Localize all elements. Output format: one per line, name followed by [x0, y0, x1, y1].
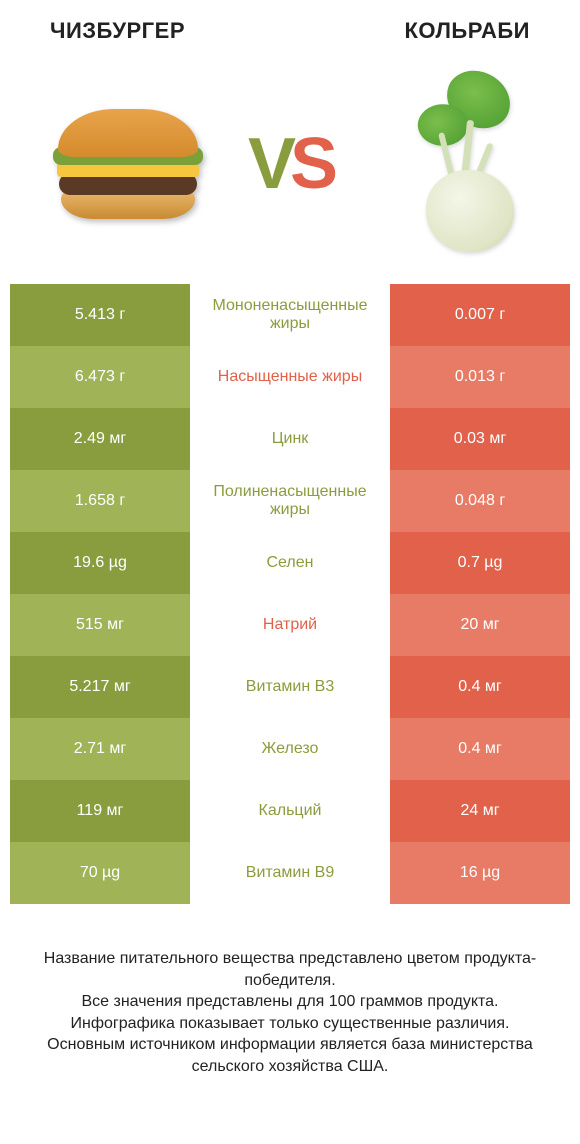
right-value: 0.013 г: [390, 346, 570, 408]
right-value: 0.03 мг: [390, 408, 570, 470]
table-row: 515 мгНатрий20 мг: [10, 594, 570, 656]
nutrient-table: 5.413 гМононенасыщенные жиры0.007 г6.473…: [10, 284, 570, 904]
right-value: 16 µg: [390, 842, 570, 904]
vs-s: S: [290, 123, 332, 205]
table-row: 2.49 мгЦинк0.03 мг: [10, 408, 570, 470]
left-value: 6.473 г: [10, 346, 190, 408]
hero-row: VS: [0, 54, 580, 284]
left-food-title: Чизбургер: [50, 18, 185, 44]
table-row: 119 мгКальций24 мг: [10, 780, 570, 842]
left-value: 515 мг: [10, 594, 190, 656]
vs-label: VS: [248, 123, 332, 205]
nutrient-label: Мононенасыщенные жиры: [190, 284, 390, 346]
right-value: 20 мг: [390, 594, 570, 656]
left-value: 5.413 г: [10, 284, 190, 346]
kohlrabi-image: [365, 77, 540, 252]
nutrient-label: Витамин B9: [190, 842, 390, 904]
footer-line-1: Название питательного вещества представл…: [44, 950, 536, 989]
header: Чизбургер Кольраби: [0, 0, 580, 54]
nutrient-label: Натрий: [190, 594, 390, 656]
right-value: 24 мг: [390, 780, 570, 842]
cheeseburger-image: [40, 77, 215, 252]
right-value: 0.4 мг: [390, 718, 570, 780]
nutrient-label: Железо: [190, 718, 390, 780]
table-row: 19.6 µgСелен0.7 µg: [10, 532, 570, 594]
nutrient-label: Селен: [190, 532, 390, 594]
table-row: 70 µgВитамин B916 µg: [10, 842, 570, 904]
right-value: 0.007 г: [390, 284, 570, 346]
nutrient-label: Полиненасыщенные жиры: [190, 470, 390, 532]
footer-note: Название питательного вещества представл…: [0, 904, 580, 1078]
left-value: 1.658 г: [10, 470, 190, 532]
left-value: 119 мг: [10, 780, 190, 842]
table-row: 5.413 гМононенасыщенные жиры0.007 г: [10, 284, 570, 346]
right-food-title: Кольраби: [405, 18, 531, 44]
table-row: 1.658 гПолиненасыщенные жиры0.048 г: [10, 470, 570, 532]
nutrient-label: Насыщенные жиры: [190, 346, 390, 408]
left-value: 5.217 мг: [10, 656, 190, 718]
right-value: 0.4 мг: [390, 656, 570, 718]
table-row: 6.473 гНасыщенные жиры0.013 г: [10, 346, 570, 408]
footer-line-4: Основным источником информации является …: [47, 1036, 533, 1075]
left-value: 19.6 µg: [10, 532, 190, 594]
nutrient-label: Кальций: [190, 780, 390, 842]
right-value: 0.048 г: [390, 470, 570, 532]
footer-line-2: Все значения представлены для 100 граммо…: [81, 993, 498, 1010]
left-value: 2.71 мг: [10, 718, 190, 780]
table-row: 2.71 мгЖелезо0.4 мг: [10, 718, 570, 780]
nutrient-label: Цинк: [190, 408, 390, 470]
left-value: 70 µg: [10, 842, 190, 904]
footer-line-3: Инфографика показывает только существенн…: [71, 1015, 510, 1032]
right-value: 0.7 µg: [390, 532, 570, 594]
nutrient-label: Витамин B3: [190, 656, 390, 718]
vs-v: V: [248, 123, 290, 205]
left-value: 2.49 мг: [10, 408, 190, 470]
table-row: 5.217 мгВитамин B30.4 мг: [10, 656, 570, 718]
